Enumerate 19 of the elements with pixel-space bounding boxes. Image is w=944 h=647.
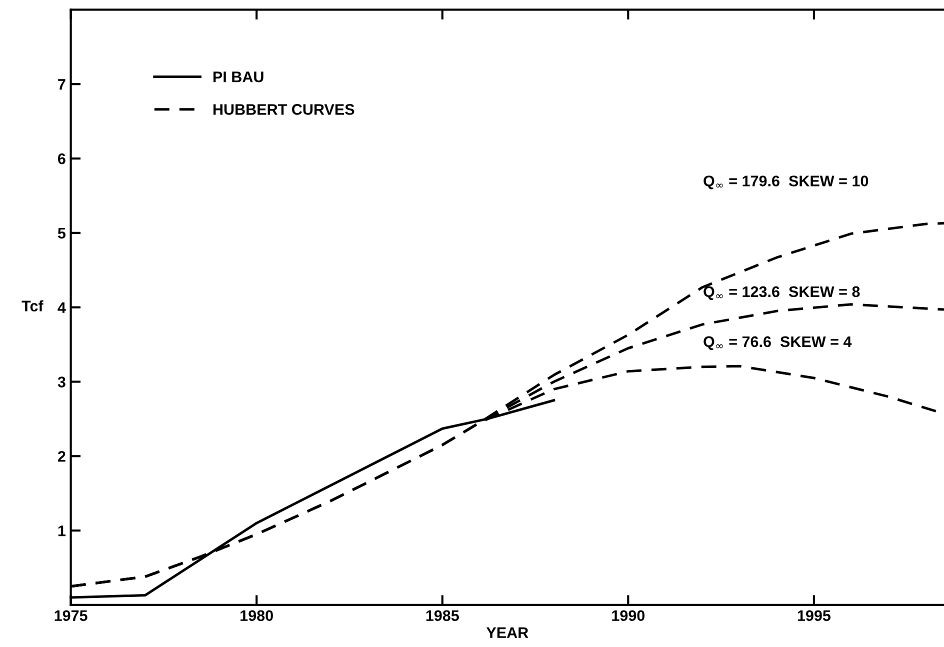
x-tick-label: 1975 — [54, 610, 88, 622]
x-tick-label: 1990 — [612, 610, 645, 622]
y-tick-label: 3 — [58, 376, 66, 388]
y-axis-title: Tcf — [22, 300, 44, 312]
y-tick-label: 7 — [58, 79, 66, 90]
legend-label: HUBBERT CURVES — [213, 104, 354, 115]
x-tick-label: 1995 — [798, 610, 831, 622]
y-tick-label: 1 — [58, 526, 66, 536]
x-tick-label: 1985 — [426, 610, 459, 622]
y-tick-label: 4 — [58, 302, 66, 313]
legend-label: PI BAU — [213, 72, 264, 82]
y-tick-label: 6 — [58, 153, 66, 164]
annotation: Q$_{∞}$ = 76.6 SKEW = 4 — [704, 336, 852, 350]
y-tick-label: 2 — [58, 451, 66, 462]
y-tick-label: 5 — [58, 228, 66, 239]
annotation: Q$_{∞}$ = 179.6 SKEW = 10 — [704, 176, 868, 190]
x-tick-label: 1980 — [240, 610, 273, 622]
annotation: Q$_{∞}$ = 123.6 SKEW = 8 — [704, 286, 860, 300]
x-axis-title: YEAR — [486, 627, 528, 638]
